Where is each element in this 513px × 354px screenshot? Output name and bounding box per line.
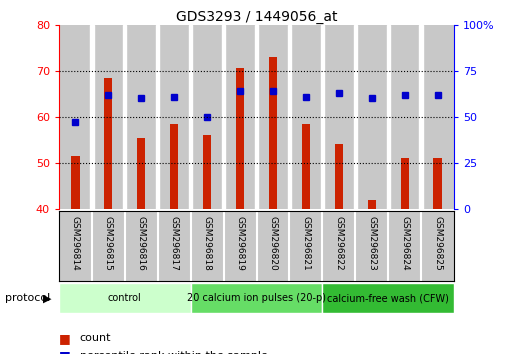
Bar	[322, 283, 454, 313]
Title: GDS3293 / 1449056_at: GDS3293 / 1449056_at	[176, 10, 337, 24]
Bar	[288, 25, 291, 209]
Bar	[302, 124, 310, 209]
Bar	[321, 25, 324, 209]
Bar	[433, 158, 442, 209]
Text: GSM296814: GSM296814	[71, 216, 80, 271]
Text: control: control	[108, 293, 142, 303]
Text: GSM296817: GSM296817	[170, 216, 179, 271]
Bar	[388, 25, 421, 209]
Bar	[59, 283, 191, 313]
Bar	[59, 25, 92, 209]
Text: GSM296823: GSM296823	[367, 216, 376, 271]
Bar	[334, 144, 343, 209]
Bar	[421, 25, 454, 209]
Bar	[191, 25, 224, 209]
Bar	[386, 25, 390, 209]
Text: GSM296816: GSM296816	[137, 216, 146, 271]
Bar	[255, 25, 258, 209]
Bar	[401, 158, 409, 209]
Bar	[368, 200, 376, 209]
Bar	[355, 25, 388, 209]
Text: GSM296819: GSM296819	[235, 216, 245, 271]
Bar	[189, 25, 192, 209]
Bar	[289, 25, 322, 209]
Text: ■: ■	[59, 349, 71, 354]
Bar	[170, 124, 179, 209]
Bar	[104, 78, 112, 209]
Bar	[125, 25, 157, 209]
Text: GSM296825: GSM296825	[433, 216, 442, 271]
Bar	[269, 57, 277, 209]
Bar	[222, 25, 225, 209]
Text: GSM296824: GSM296824	[400, 216, 409, 271]
Text: 20 calcium ion pulses (20-p): 20 calcium ion pulses (20-p)	[187, 293, 326, 303]
Bar	[191, 283, 322, 313]
Bar	[256, 25, 289, 209]
Text: calcium-free wash (CFW): calcium-free wash (CFW)	[327, 293, 449, 303]
Text: GSM296818: GSM296818	[203, 216, 212, 271]
Text: protocol: protocol	[5, 293, 50, 303]
Bar	[236, 68, 244, 209]
Text: percentile rank within the sample: percentile rank within the sample	[80, 351, 267, 354]
Bar	[156, 25, 160, 209]
Text: GSM296822: GSM296822	[334, 216, 343, 271]
Bar	[420, 25, 423, 209]
Text: ▶: ▶	[43, 293, 51, 303]
Text: GSM296821: GSM296821	[301, 216, 310, 271]
Bar	[90, 25, 93, 209]
Text: GSM296815: GSM296815	[104, 216, 113, 271]
Bar	[322, 25, 355, 209]
Bar	[353, 25, 357, 209]
Bar	[203, 135, 211, 209]
Text: count: count	[80, 333, 111, 343]
Bar	[71, 156, 80, 209]
Bar	[123, 25, 127, 209]
Text: ■: ■	[59, 332, 71, 344]
Bar	[92, 25, 125, 209]
Text: GSM296820: GSM296820	[268, 216, 278, 271]
Bar	[157, 25, 191, 209]
Bar	[137, 137, 145, 209]
Bar	[224, 25, 256, 209]
